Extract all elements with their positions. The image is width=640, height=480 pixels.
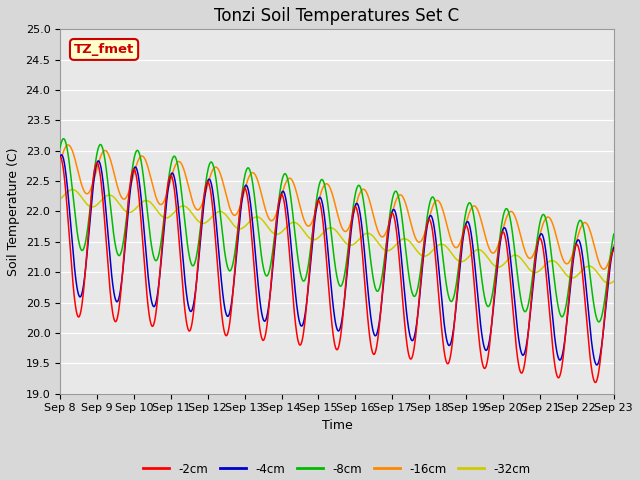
Title: Tonzi Soil Temperatures Set C: Tonzi Soil Temperatures Set C: [214, 7, 460, 25]
Legend: -2cm, -4cm, -8cm, -16cm, -32cm: -2cm, -4cm, -8cm, -16cm, -32cm: [138, 458, 536, 480]
Y-axis label: Soil Temperature (C): Soil Temperature (C): [7, 147, 20, 276]
Text: TZ_fmet: TZ_fmet: [74, 43, 134, 56]
X-axis label: Time: Time: [321, 419, 352, 432]
